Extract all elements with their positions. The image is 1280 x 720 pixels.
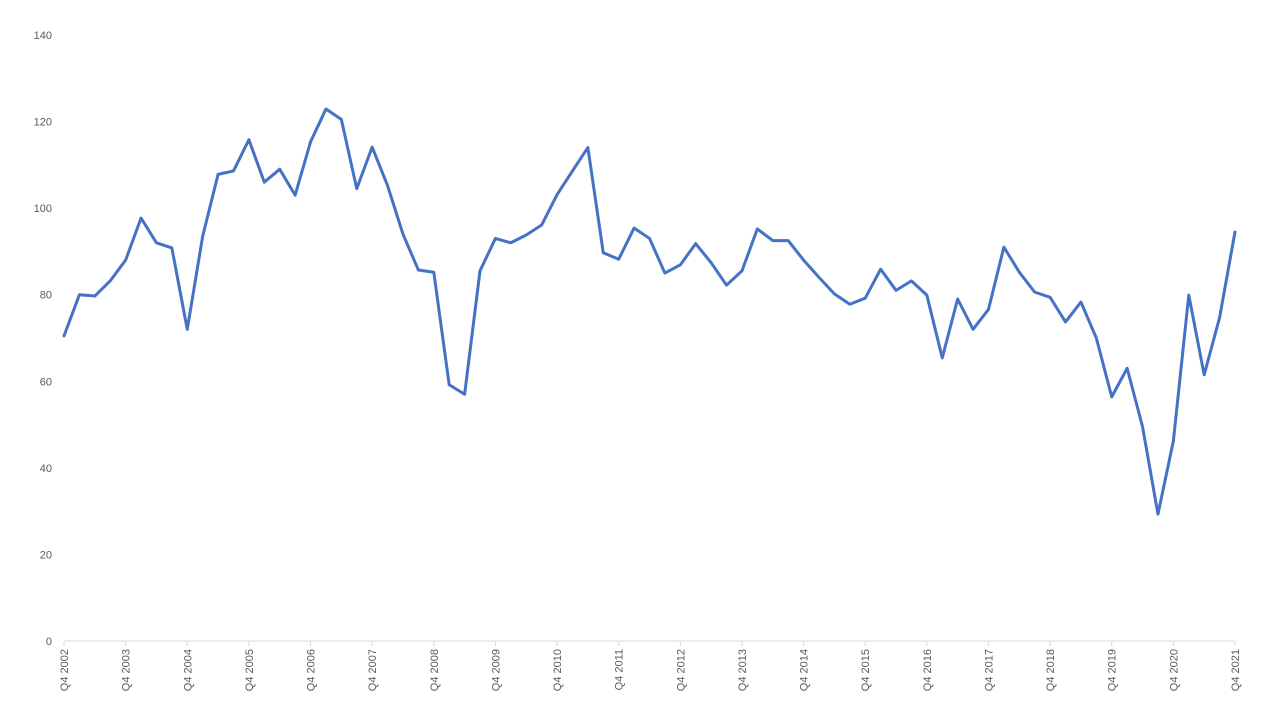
x-tick-label: Q4 2016	[922, 649, 934, 691]
y-tick-label: 60	[40, 376, 52, 388]
x-tick-label: Q4 2019	[1107, 649, 1119, 691]
y-tick-label: 100	[34, 203, 52, 215]
y-tick-label: 20	[40, 549, 52, 561]
x-tick-label: Q4 2012	[675, 649, 687, 691]
y-tick-label: 40	[40, 463, 52, 475]
x-axis-tick-labels: Q4 2002 Q4 2003 Q4 2004 Q4 2005 Q4 2006 Q4 20…	[59, 649, 1242, 691]
series-line	[62, 107, 1237, 516]
y-tick-label: 80	[40, 290, 52, 302]
x-tick-label: Q4 2009	[490, 649, 502, 691]
x-tick-label: Q4 2017	[983, 649, 995, 691]
x-tick-label: Q4 2020	[1168, 649, 1180, 691]
x-tick-label: Q4 2018	[1045, 649, 1057, 691]
x-tick-label: Q4 2021	[1230, 649, 1242, 691]
x-tick-label: Q4 2015	[860, 649, 872, 691]
x-tick-label: Q4 2008	[429, 649, 441, 691]
x-tick-label: Q4 2007	[367, 649, 379, 691]
y-tick-label: 140	[34, 30, 52, 42]
y-axis-tick-labels: 0 20 40 60 80 100 120 140	[34, 30, 52, 648]
x-tick-label: Q4 2006	[306, 649, 318, 691]
x-tick-label: Q4 2003	[121, 649, 133, 691]
x-tick-label: Q4 2011	[614, 649, 626, 690]
y-tick-label: 0	[46, 636, 52, 648]
x-axis-tick-marks	[63, 641, 1236, 646]
x-tick-label: Q4 2004	[182, 649, 194, 691]
x-tick-label: Q4 2014	[799, 649, 811, 691]
x-tick-label: Q4 2005	[244, 649, 256, 691]
y-tick-label: 120	[34, 117, 52, 129]
x-tick-label: Q4 2013	[737, 649, 749, 691]
x-tick-label: Q4 2002	[59, 649, 71, 691]
x-tick-label: Q4 2010	[552, 649, 564, 691]
